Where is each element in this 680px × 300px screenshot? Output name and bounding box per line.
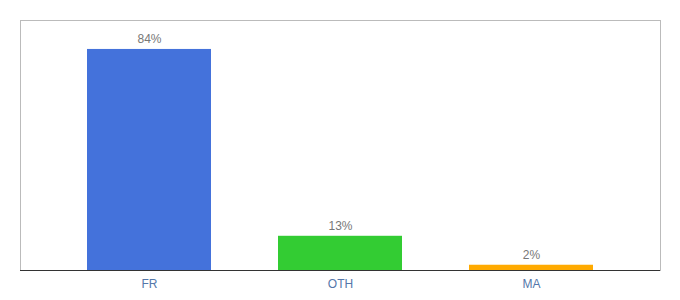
svg-text:13%: 13% [328,219,352,233]
svg-text:2%: 2% [523,248,541,262]
svg-text:84%: 84% [137,32,161,46]
svg-text:OTH: OTH [328,277,353,291]
svg-text:FR: FR [142,277,158,291]
svg-text:MA: MA [523,277,541,291]
